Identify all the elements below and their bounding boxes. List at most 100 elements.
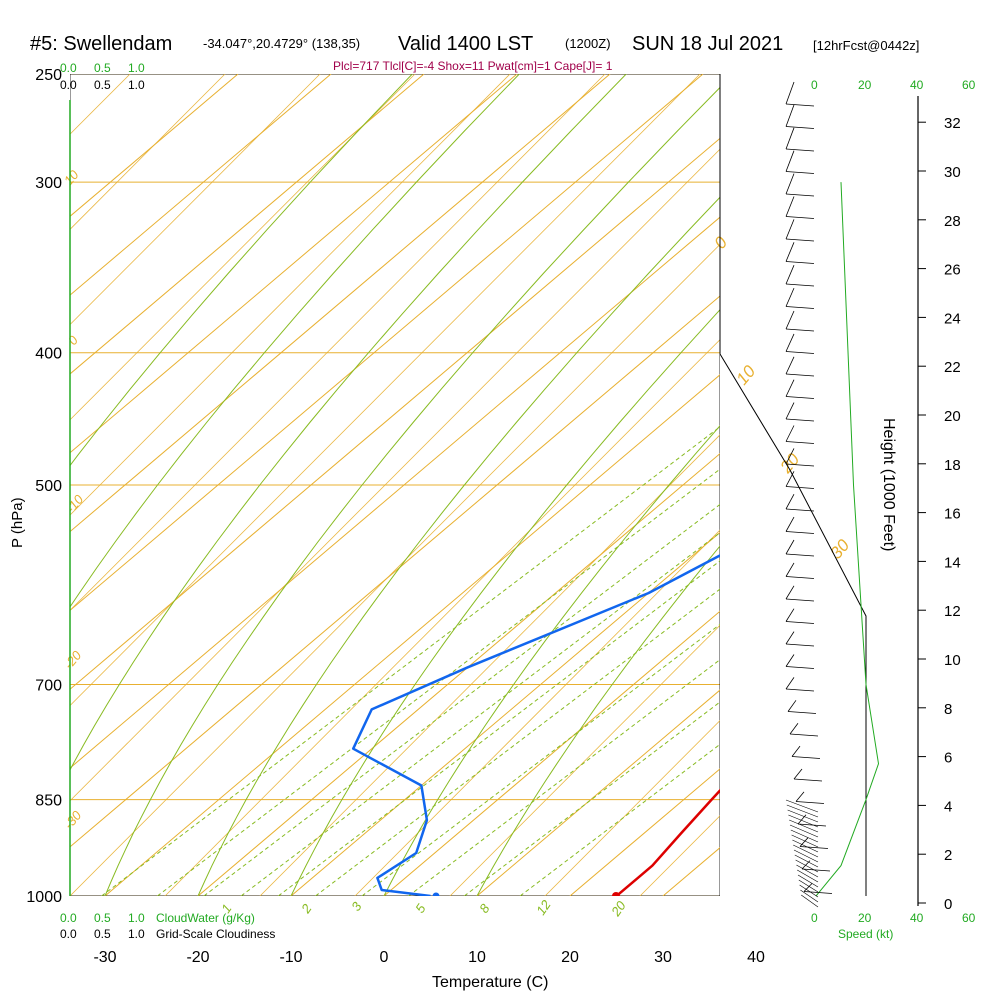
moist-adiabat-line (290, 309, 720, 896)
mixing-ratio-line (101, 426, 720, 896)
svg-text:0.0: 0.0 (60, 911, 77, 925)
wind-barb-flag (785, 104, 795, 127)
dry-adiabat-line (70, 243, 720, 896)
wind-barb-flag (785, 356, 795, 375)
isotherms (70, 74, 720, 896)
height-tick-label: 22 (944, 359, 961, 376)
wind-barb-flag (785, 516, 795, 532)
wind-barb (786, 804, 819, 818)
temperature-labels: -30 -20 -10 0 10 20 30 40 (93, 949, 765, 966)
mixing-ratio-line (408, 659, 720, 896)
wind-barb-flag (785, 425, 795, 442)
height-tick-label: 30 (944, 164, 961, 181)
mixing-ratio-label: 8 (476, 901, 493, 916)
wind-barb (800, 889, 819, 903)
wind-barb-flag (789, 722, 799, 735)
plot-area (70, 74, 720, 896)
wind-barb (794, 854, 819, 868)
height-tick-label: 10 (944, 652, 961, 669)
height-tick-label: 26 (944, 262, 961, 279)
temperature-tick-label: 20 (561, 949, 579, 966)
wind-barb-flag (785, 219, 795, 240)
wind-barb (787, 711, 817, 714)
dry-adiabat-line (70, 74, 606, 611)
wind-barb (785, 463, 815, 467)
mixing-ratio-line (277, 560, 720, 896)
moist-adiabat-line (476, 545, 720, 896)
moist-adiabat-line (70, 74, 520, 608)
mixing-ratio-lines (70, 74, 720, 896)
dry-adiabat-line (70, 74, 416, 421)
temperature-tick-label: -30 (93, 949, 116, 966)
wind-barb-flag (785, 173, 795, 195)
svg-text:1.0: 1.0 (128, 78, 145, 92)
cloud-ticks-top: 0.0 0.5 1.0 0.0 0.5 1.0 (60, 61, 145, 92)
isotherm-label: 0 (65, 332, 82, 348)
svg-text:0: 0 (811, 78, 818, 92)
wind-barb-flag (785, 608, 795, 622)
mixing-ratio-line (240, 532, 720, 896)
zulu-time: (1200Z) (565, 36, 611, 51)
moist-adiabat-line (197, 196, 720, 896)
mixing-ratio-line (463, 701, 720, 896)
wind-barb (785, 373, 815, 377)
height-axis-label: Height (1000 Feet) (880, 418, 897, 551)
wind-barb-flag (793, 768, 803, 780)
wind-barb (785, 598, 815, 602)
isotherm-line (70, 74, 518, 454)
wind-barb-flag (785, 287, 795, 307)
wind-barb (793, 778, 823, 782)
wind-barb (799, 884, 819, 898)
wind-barb (785, 441, 815, 444)
svg-text:1.0: 1.0 (128, 61, 145, 75)
wind-barb (785, 351, 815, 354)
isotherm-label: 0 (711, 233, 732, 253)
wind-barb (785, 171, 815, 174)
x-axis-label: Temperature (C) (432, 974, 548, 991)
wind-barb-flag (785, 265, 795, 285)
isotherm-line (70, 74, 611, 533)
svg-text:0.0: 0.0 (60, 927, 77, 941)
wind-barb (795, 859, 819, 873)
temperature-profile (615, 788, 720, 896)
wind-barb (785, 306, 815, 309)
wind-barb (788, 814, 819, 828)
pressure-tick-label: 250 (35, 67, 62, 84)
wind-panel (719, 74, 919, 908)
cloudwater-label: CloudWater (g/Kg) (156, 911, 255, 925)
wind-barb (785, 621, 815, 624)
wind-barb-flag (785, 379, 795, 397)
mixing-ratio-label: 20 (608, 898, 630, 920)
wind-barb (785, 328, 815, 332)
mixing-ratio-line (315, 588, 720, 896)
isotherm-line (70, 137, 720, 690)
height-tick-label: 24 (944, 310, 961, 327)
isotherm-line (476, 689, 720, 896)
temperature-tick-label: 0 (380, 949, 389, 966)
temperature-tick-label: 10 (468, 949, 486, 966)
wind-barb (785, 261, 815, 264)
moist-adiabat-line (70, 74, 627, 771)
wind-barb (796, 864, 819, 878)
wind-barb (785, 148, 815, 152)
wind-barb (785, 193, 815, 197)
wind-barb (785, 238, 815, 242)
wind-barb-flag (799, 837, 809, 847)
dry-adiabat-line (164, 339, 720, 896)
isotherm-label: -30 (61, 807, 85, 832)
wind-barb-flag (803, 883, 813, 892)
height-tick-label: 2 (944, 847, 952, 864)
dry-adiabat-line (354, 529, 720, 896)
forecast-date: SUN 18 Jul 2021 (632, 33, 783, 55)
wind-barb (791, 834, 819, 848)
wind-barb-flag (785, 539, 795, 555)
wind-barb (785, 396, 815, 399)
svg-text:1.0: 1.0 (128, 927, 145, 941)
isotherm-line (70, 74, 425, 375)
wind-barb (789, 819, 819, 833)
surface-temperature-dot (612, 892, 620, 896)
svg-text:1.0: 1.0 (128, 911, 145, 925)
wind-barb (785, 216, 815, 219)
